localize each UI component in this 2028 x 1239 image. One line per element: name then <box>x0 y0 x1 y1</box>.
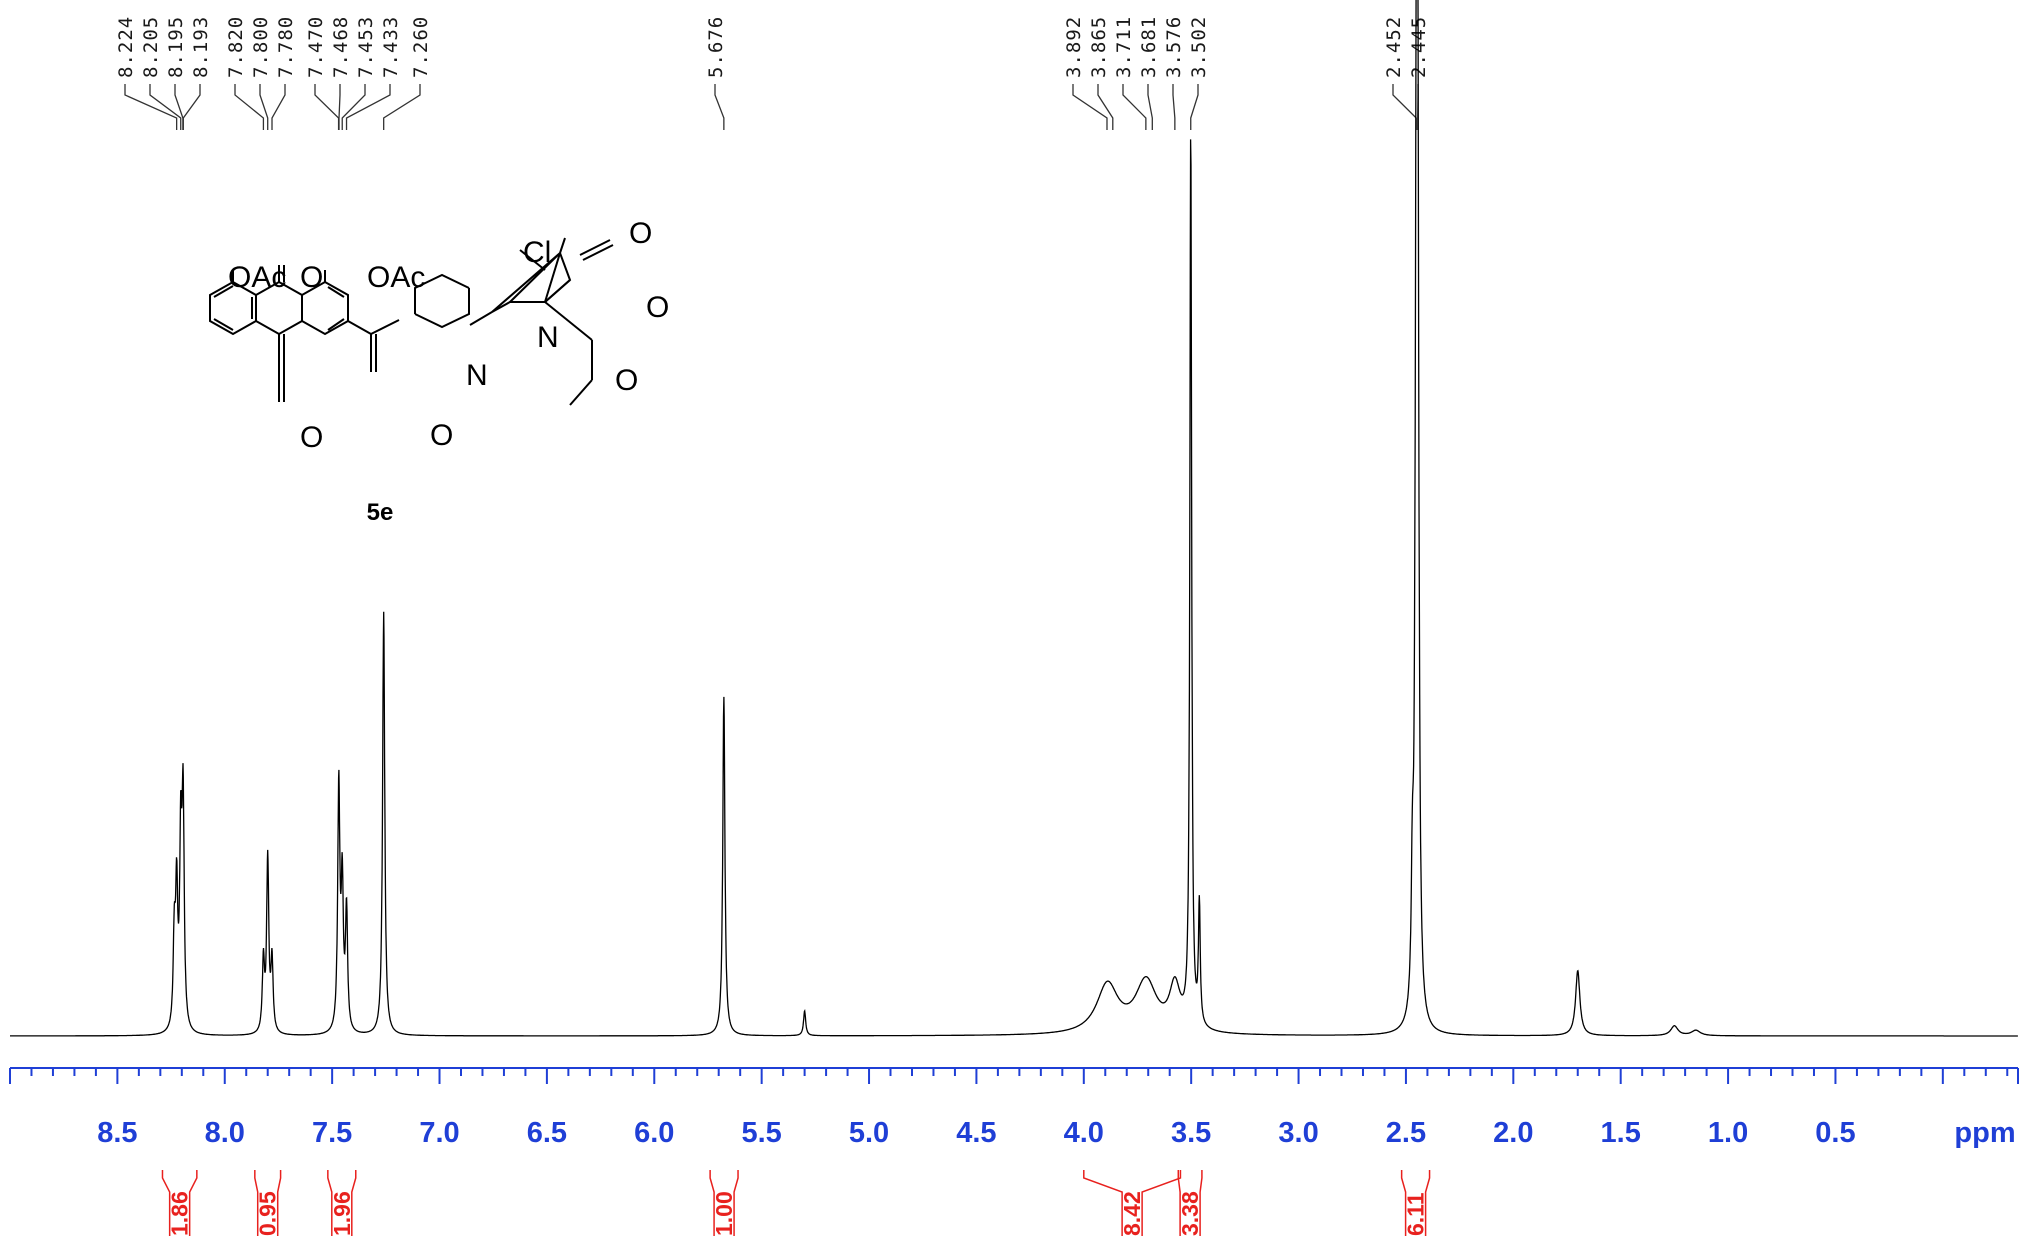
structure-atom-label: O <box>430 419 453 452</box>
peak-connector <box>1190 84 1199 130</box>
x-tick-label: 4.5 <box>956 1117 996 1149</box>
integral-value: 8.42 <box>1119 1191 1145 1236</box>
x-tick-label: 2.0 <box>1493 1117 1533 1149</box>
peak-connector-group <box>124 84 1419 130</box>
peak-shift-label: 5.676 <box>705 16 727 78</box>
integral-bracket <box>254 1170 282 1236</box>
integral-value: 1.86 <box>167 1191 193 1236</box>
peak-connector <box>1392 84 1417 130</box>
structure-atom-label: O <box>300 261 323 294</box>
x-tick-label: 5.0 <box>849 1117 889 1149</box>
peak-connector <box>383 84 421 130</box>
peak-connector <box>345 84 391 130</box>
integral-bracket <box>709 1170 739 1236</box>
peak-connector <box>271 84 286 130</box>
x-tick-label: 5.5 <box>741 1117 781 1149</box>
structure-atom-label: O <box>646 291 669 324</box>
peak-connector <box>259 84 269 130</box>
x-tick-label: 3.5 <box>1171 1117 1211 1149</box>
peak-shift-label: 3.681 <box>1138 16 1160 78</box>
x-tick-label: 1.5 <box>1601 1117 1641 1149</box>
peak-shift-label: 3.865 <box>1088 16 1110 78</box>
peak-shift-label: 2.445 <box>1408 16 1430 78</box>
x-tick-label: 2.5 <box>1386 1117 1426 1149</box>
compound-label: 5e <box>367 499 394 526</box>
peak-shift-label: 7.470 <box>305 16 327 78</box>
peak-shift-label: 8.224 <box>115 16 137 78</box>
integral-bracket <box>1083 1170 1182 1236</box>
structure-atom-label: O <box>629 217 652 250</box>
x-tick-label: 7.5 <box>312 1117 352 1149</box>
peak-shift-label: 7.453 <box>355 16 377 78</box>
x-tick-label: 4.0 <box>1064 1117 1104 1149</box>
peak-connector <box>124 84 178 130</box>
x-tick-label: 1.0 <box>1708 1117 1748 1149</box>
x-tick-label: 6.0 <box>634 1117 674 1149</box>
integral-value: 3.38 <box>1177 1191 1203 1236</box>
x-tick-label: 7.0 <box>419 1117 459 1149</box>
peak-connector <box>1097 84 1114 130</box>
peak-shift-label: 8.195 <box>165 16 187 78</box>
peak-connector <box>1147 84 1153 130</box>
peak-shift-label: 7.433 <box>380 16 402 78</box>
x-tick-label: 8.0 <box>205 1117 245 1149</box>
peak-label-group: 8.224 8.205 8.195 8.193 7.820 7.800 7.780 7.470… <box>115 16 1430 78</box>
x-axis-tick-labels: 8.5 8.0 7.5 7.0 6.5 6.0 5.5 5.0 4.5 4.0 3.5 3.0 2.5 2… <box>97 1117 1855 1149</box>
integral-value: 1.00 <box>711 1191 737 1236</box>
integral-bracket <box>1177 1170 1203 1236</box>
peak-connector <box>182 84 201 130</box>
peak-shift-label: 3.576 <box>1163 16 1185 78</box>
integral-value: 1.96 <box>329 1191 355 1236</box>
peak-connector <box>314 84 340 130</box>
structure-atom-label: Cl <box>523 236 551 269</box>
peak-shift-label: 8.205 <box>140 16 162 78</box>
peak-shift-label: 7.800 <box>250 16 272 78</box>
structure-atom-label: O <box>615 364 638 397</box>
peak-shift-label: 3.711 <box>1113 16 1135 78</box>
peak-shift-label: 8.193 <box>190 16 212 78</box>
x-axis-unit: ppm <box>1954 1117 2015 1149</box>
structure-atom-label: OAc <box>228 261 286 294</box>
peak-shift-label: 3.502 <box>1188 16 1210 78</box>
peak-connector <box>1172 84 1176 130</box>
structure-atom-label: N <box>537 321 559 354</box>
peak-connector <box>338 84 341 130</box>
x-tick-label: 3.0 <box>1278 1117 1318 1149</box>
integral-bracket <box>161 1170 198 1236</box>
peak-shift-label: 7.468 <box>330 16 352 78</box>
integral-value: 6.11 <box>1403 1192 1429 1236</box>
peak-connector <box>149 84 182 130</box>
integral-bracket <box>327 1170 357 1236</box>
x-tick-label: 8.5 <box>97 1117 137 1149</box>
x-tick-label: 0.5 <box>1815 1117 1855 1149</box>
peak-shift-label: 7.780 <box>275 16 297 78</box>
peak-connector <box>1072 84 1108 130</box>
x-tick-label: 6.5 <box>527 1117 567 1149</box>
peak-shift-label: 2.452 <box>1383 16 1405 78</box>
peak-connector <box>1122 84 1147 130</box>
structure-atom-label: O <box>300 421 323 454</box>
spectrum-trace <box>10 0 2018 1037</box>
structure-atom-label: OAc <box>367 261 425 294</box>
peak-connector <box>714 84 725 130</box>
peak-shift-label: 7.820 <box>225 16 247 78</box>
x-axis-ticks <box>9 1068 2019 1084</box>
peak-shift-label: 3.892 <box>1063 16 1085 78</box>
integral-value: 0.95 <box>255 1191 281 1236</box>
peak-connector <box>234 84 265 130</box>
integral-group: 1.86 0.95 1.96 1.00 8.42 3.38 6.11 <box>161 1170 1431 1236</box>
chemical-structure <box>209 237 614 406</box>
structure-atom-label: N <box>466 359 488 392</box>
peak-connector <box>341 84 366 130</box>
integral-bracket <box>1400 1170 1431 1236</box>
peak-shift-label: 7.260 <box>410 16 432 78</box>
